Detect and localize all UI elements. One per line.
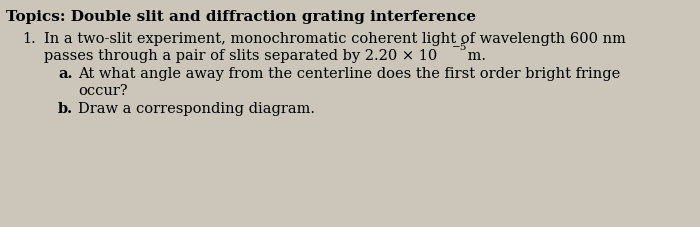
Text: Draw a corresponding diagram.: Draw a corresponding diagram. bbox=[78, 101, 315, 116]
Text: −5: −5 bbox=[452, 43, 468, 52]
Text: passes through a pair of slits separated by 2.20 × 10: passes through a pair of slits separated… bbox=[44, 49, 438, 63]
Text: At what angle away from the centerline does the first order bright fringe: At what angle away from the centerline d… bbox=[78, 67, 620, 81]
Text: Topics: Double slit and diffraction grating interference: Topics: Double slit and diffraction grat… bbox=[6, 10, 476, 24]
Text: m.: m. bbox=[463, 49, 486, 63]
Text: occur?: occur? bbox=[78, 84, 127, 98]
Text: b.: b. bbox=[58, 101, 73, 116]
Text: In a two-slit experiment, monochromatic coherent light of wavelength 600 nm: In a two-slit experiment, monochromatic … bbox=[44, 32, 626, 46]
Text: a.: a. bbox=[58, 67, 73, 81]
Text: 1.: 1. bbox=[22, 32, 36, 46]
